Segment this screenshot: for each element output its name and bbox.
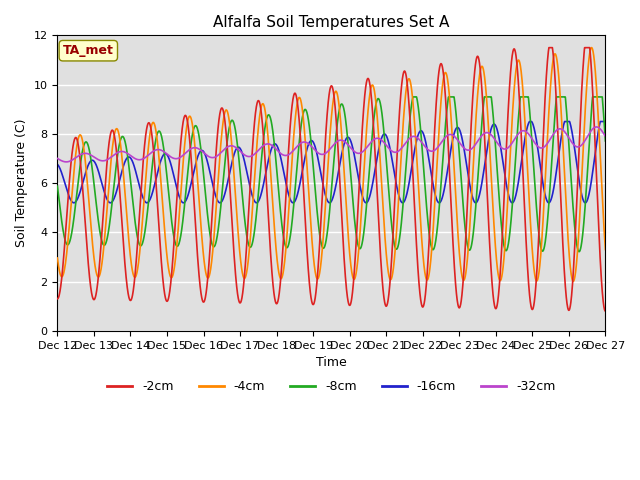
-16cm [602, 119, 609, 124]
-4cm [264, 129, 271, 134]
-16cm [116, 175, 124, 181]
-32cm [54, 156, 61, 161]
-8cm [287, 226, 295, 231]
-32cm [593, 124, 600, 130]
Legend: -2cm, -4cm, -8cm, -16cm, -32cm: -2cm, -4cm, -8cm, -16cm, -32cm [102, 375, 561, 398]
-2cm [532, 287, 540, 292]
-32cm [148, 149, 156, 155]
-32cm [116, 149, 124, 155]
-16cm [264, 160, 271, 166]
-32cm [591, 124, 598, 130]
-2cm [116, 191, 124, 196]
-16cm [287, 199, 295, 204]
-16cm [54, 161, 61, 167]
-32cm [287, 150, 295, 156]
-4cm [287, 168, 295, 174]
-8cm [602, 138, 609, 144]
Line: -4cm: -4cm [58, 48, 605, 281]
-8cm [409, 94, 417, 100]
-16cm [70, 200, 77, 205]
Line: -32cm: -32cm [58, 127, 605, 162]
-8cm [54, 183, 61, 189]
Line: -8cm: -8cm [58, 97, 605, 252]
X-axis label: Time: Time [316, 356, 347, 369]
-2cm [264, 200, 271, 205]
-8cm [148, 162, 156, 168]
-8cm [116, 139, 124, 145]
-16cm [525, 119, 533, 124]
-4cm [570, 278, 577, 284]
-16cm [591, 152, 599, 158]
Text: TA_met: TA_met [63, 44, 114, 57]
-32cm [63, 159, 70, 165]
-32cm [602, 133, 609, 139]
-4cm [116, 137, 124, 143]
-2cm [148, 136, 156, 142]
-8cm [575, 249, 583, 254]
-8cm [264, 113, 271, 119]
-4cm [591, 64, 599, 70]
-2cm [54, 296, 61, 302]
-8cm [591, 94, 599, 100]
-4cm [532, 276, 540, 282]
Line: -16cm: -16cm [58, 121, 605, 203]
Title: Alfalfa Soil Temperatures Set A: Alfalfa Soil Temperatures Set A [213, 15, 449, 30]
-4cm [588, 45, 595, 50]
Y-axis label: Soil Temperature (C): Soil Temperature (C) [15, 119, 28, 247]
-2cm [287, 110, 295, 116]
Line: -2cm: -2cm [58, 48, 605, 311]
-16cm [148, 189, 156, 195]
-4cm [148, 120, 156, 126]
-4cm [54, 255, 61, 261]
-2cm [545, 45, 553, 50]
-4cm [602, 247, 609, 252]
-16cm [532, 134, 540, 140]
-2cm [591, 134, 598, 140]
-32cm [532, 141, 540, 147]
-32cm [264, 141, 271, 147]
-8cm [532, 195, 540, 201]
-2cm [602, 308, 609, 314]
